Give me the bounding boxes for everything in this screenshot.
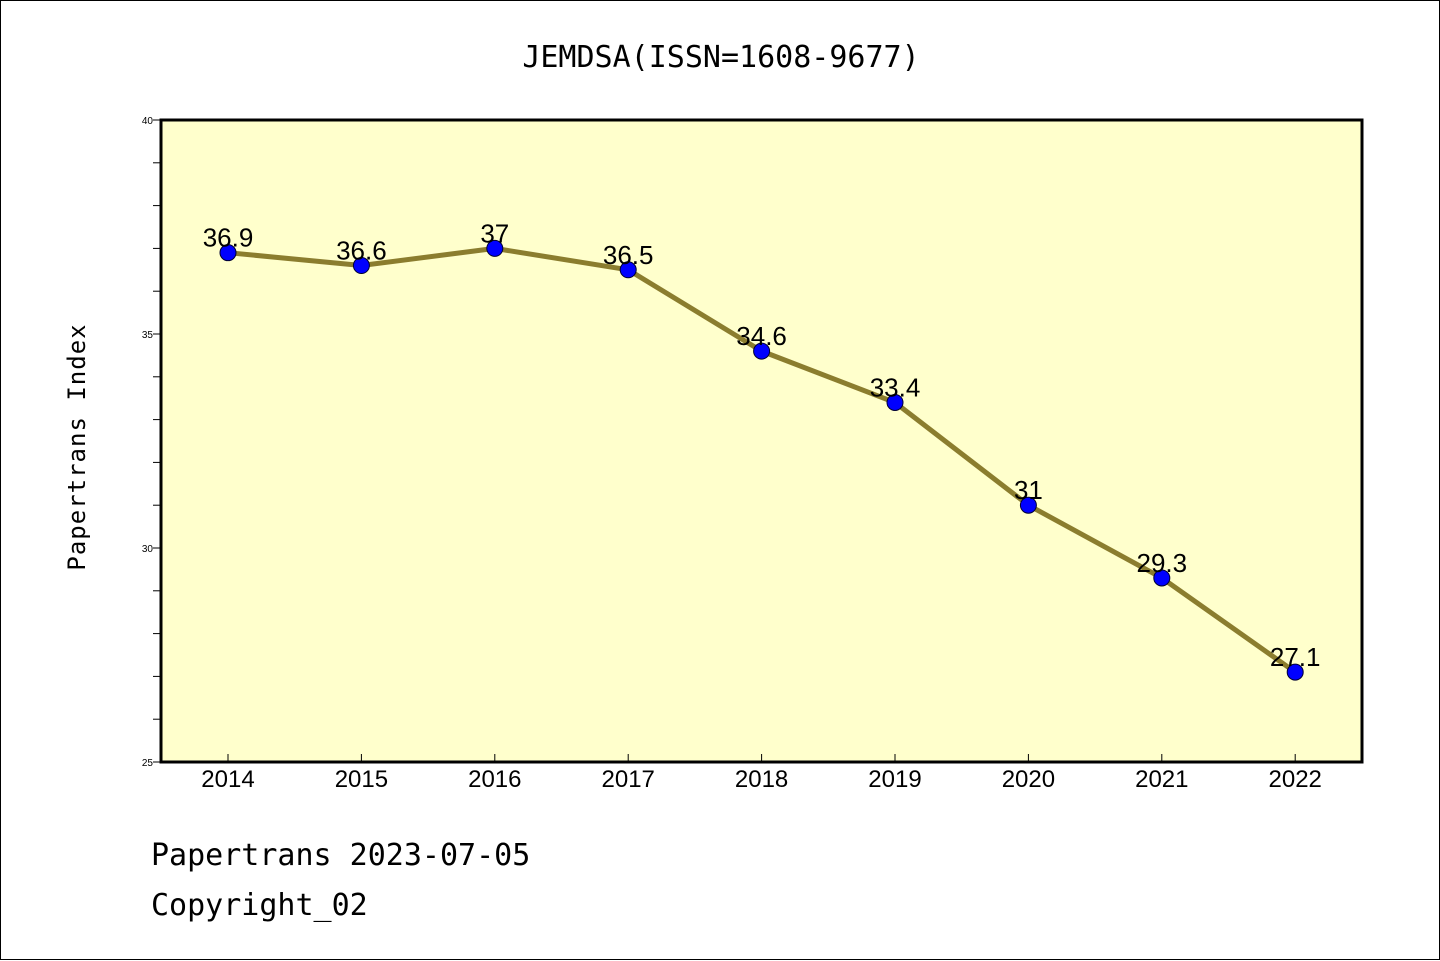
data-point bbox=[486, 239, 504, 257]
data-point bbox=[352, 257, 370, 275]
data-label: 36.5 bbox=[603, 240, 654, 270]
footer-date: Papertrans 2023-07-05 bbox=[151, 838, 530, 873]
x-tick-label: 2019 bbox=[868, 766, 921, 793]
y-tick-label: 35 bbox=[142, 330, 154, 341]
data-label: 33.4 bbox=[870, 372, 921, 402]
y-tick-label: 30 bbox=[142, 544, 154, 555]
data-label: 36.9 bbox=[203, 223, 254, 253]
x-tick-label: 2014 bbox=[201, 766, 254, 793]
x-tick-label: 2020 bbox=[1002, 766, 1055, 793]
data-point bbox=[619, 261, 637, 279]
data-points bbox=[219, 239, 1304, 681]
y-axis-label: Papertrans Index bbox=[63, 323, 91, 570]
x-tick-label: 2017 bbox=[602, 766, 655, 793]
data-label: 27.1 bbox=[1270, 642, 1321, 672]
chart-title: JEMDSA(ISSN=1608-9677) bbox=[522, 40, 919, 75]
data-point bbox=[1153, 569, 1171, 587]
data-labels: 36.9 36.6 37 36.5 34.6 33.4 31 29.3 27.1 bbox=[203, 218, 1321, 672]
x-tick-label: 2022 bbox=[1269, 766, 1322, 793]
x-tick-label: 2021 bbox=[1135, 766, 1188, 793]
y-axis-ticks: 25 30 35 40 bbox=[142, 116, 161, 769]
x-axis-ticks: 2014 2015 2016 2017 2018 2019 2020 2021 2022 bbox=[201, 754, 1322, 793]
data-label: 34.6 bbox=[736, 321, 787, 351]
footer-copyright: Copyright_02 bbox=[151, 888, 368, 923]
x-tick-label: 2015 bbox=[335, 766, 388, 793]
plot-area bbox=[159, 118, 1364, 764]
data-label: 29.3 bbox=[1136, 548, 1187, 578]
y-tick-label: 40 bbox=[142, 116, 154, 127]
data-point bbox=[1019, 496, 1037, 514]
data-label: 37 bbox=[480, 218, 509, 248]
data-label: 31 bbox=[1014, 475, 1043, 505]
data-point bbox=[886, 393, 904, 411]
data-point bbox=[219, 244, 237, 262]
data-label: 36.6 bbox=[336, 236, 387, 266]
y-tick-label: 25 bbox=[142, 758, 154, 769]
data-point bbox=[1286, 663, 1304, 681]
x-tick-label: 2016 bbox=[468, 766, 521, 793]
data-point bbox=[753, 342, 771, 360]
x-tick-label: 2018 bbox=[735, 766, 788, 793]
